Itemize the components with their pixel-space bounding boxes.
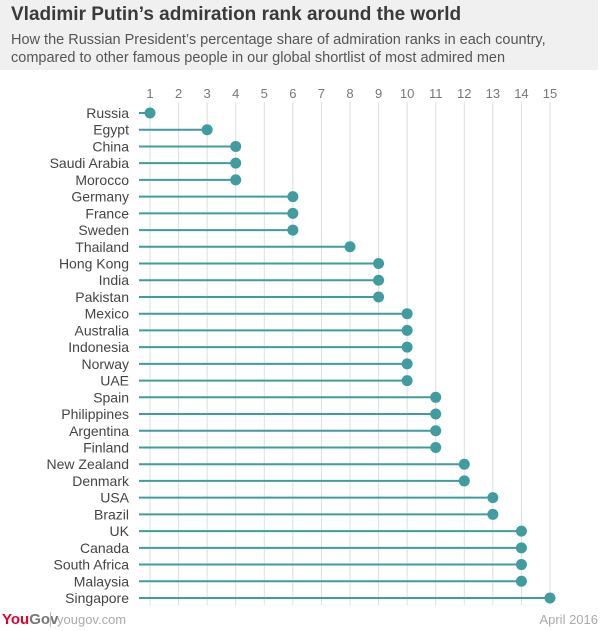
category-label: USA	[100, 490, 129, 506]
lollipop-dot	[230, 140, 242, 152]
x-tick-label: 7	[318, 86, 325, 101]
category-label: South Africa	[54, 557, 130, 573]
lollipop-dot	[487, 508, 499, 520]
category-label: Germany	[71, 189, 129, 205]
category-label: New Zealand	[47, 456, 130, 472]
category-label: Finland	[83, 439, 129, 455]
chart-title: Vladimir Putin’s admiration rank around …	[11, 4, 462, 25]
lollipop-dot	[401, 358, 413, 370]
lollipop-dot	[201, 124, 213, 136]
lollipop-dot	[458, 458, 470, 470]
x-tick-label: 11	[429, 86, 443, 101]
category-label: Singapore	[65, 590, 129, 606]
logo-you: You	[2, 611, 30, 628]
lollipop-dot	[515, 525, 527, 537]
category-label: Denmark	[72, 473, 130, 489]
category-label: Hong Kong	[59, 256, 129, 272]
lollipop-dot	[430, 425, 442, 437]
lollipop-dot	[230, 157, 242, 169]
x-tick-label: 9	[375, 86, 382, 101]
lollipop-dot	[430, 441, 442, 453]
category-label: Brazil	[94, 506, 129, 522]
yougov-logo: YouGov	[2, 611, 58, 628]
category-label: Malaysia	[74, 573, 129, 589]
lollipop-dot	[373, 258, 385, 270]
x-tick-label: 1	[146, 86, 153, 101]
lollipop-dot	[373, 274, 385, 286]
lollipop-dot	[373, 291, 385, 303]
lollipop-dot	[287, 224, 299, 236]
chart-subtitle: How the Russian President’s percentage s…	[11, 32, 546, 66]
x-tick-label: 14	[514, 86, 528, 101]
lollipop-dot	[487, 492, 499, 504]
x-tick-label: 3	[204, 86, 211, 101]
x-tick-label: 8	[346, 86, 353, 101]
lollipop-dot	[544, 592, 556, 604]
lollipop-dot	[515, 575, 527, 587]
category-label: Sweden	[78, 222, 129, 238]
lollipop-dot	[144, 107, 156, 119]
lollipop-dot	[401, 308, 413, 320]
category-label: India	[99, 272, 130, 288]
category-label: Saudi Arabia	[50, 155, 130, 171]
lollipop-dot	[515, 559, 527, 571]
lollipop-dot	[458, 475, 470, 487]
x-tick-label: 5	[261, 86, 268, 101]
lollipop-dot	[230, 174, 242, 186]
category-label: Spain	[93, 389, 129, 405]
header: Vladimir Putin’s admiration rank around …	[0, 0, 598, 70]
lollipop-dot	[515, 542, 527, 554]
x-tick-label: 15	[543, 86, 557, 101]
lollipop-dot	[401, 375, 413, 387]
footer-url[interactable]: yougov.com	[50, 612, 126, 627]
category-label: Indonesia	[68, 339, 129, 355]
category-label: Thailand	[75, 239, 129, 255]
logo-gov: Gov	[29, 611, 59, 628]
lollipop-dot	[430, 408, 442, 420]
lollipop-dot	[430, 391, 442, 403]
category-label: Morocco	[75, 172, 129, 188]
x-tick-label: 4	[232, 86, 239, 101]
lollipop-dot	[401, 324, 413, 336]
x-tick-label: 12	[457, 86, 471, 101]
footer-date: April 2016	[539, 612, 598, 627]
lollipop-dot	[287, 191, 299, 203]
category-label: China	[92, 138, 129, 154]
x-tick-label: 2	[175, 86, 182, 101]
lollipop-dot	[401, 341, 413, 353]
category-label: Philippines	[61, 406, 129, 422]
category-label: UK	[110, 523, 130, 539]
x-tick-label: 13	[486, 86, 500, 101]
category-label: Pakistan	[75, 289, 129, 305]
category-label: Australia	[75, 322, 130, 338]
category-label: Norway	[82, 356, 129, 372]
x-tick-label: 6	[289, 86, 296, 101]
lollipop-dot	[344, 241, 356, 253]
x-tick-label: 10	[400, 86, 414, 101]
category-label: France	[85, 205, 129, 221]
lollipop-dot	[287, 207, 299, 219]
category-label: UAE	[100, 373, 129, 389]
category-label: Mexico	[85, 306, 130, 322]
category-label: Argentina	[69, 423, 129, 439]
category-label: Canada	[80, 540, 129, 556]
category-label: Russia	[86, 105, 129, 121]
category-label: Egypt	[93, 122, 129, 138]
